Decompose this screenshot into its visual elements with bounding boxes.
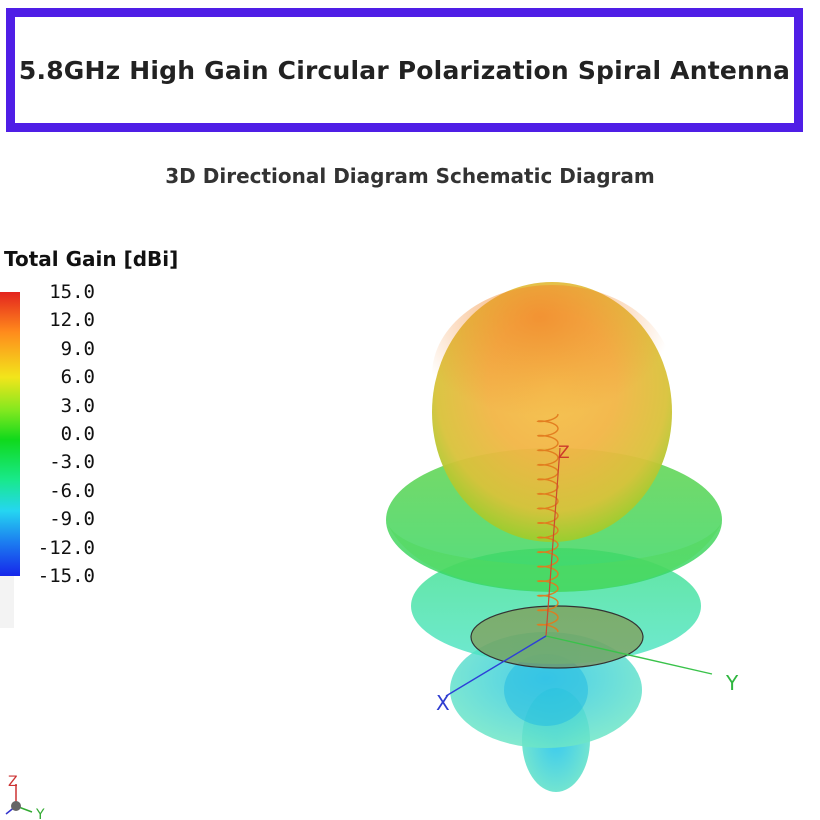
diagram-subtitle: 3D Directional Diagram Schematic Diagram [165, 164, 655, 188]
helix-coil [536, 413, 559, 633]
axis-label-x: X [436, 691, 450, 715]
legend-tick: -3.0 [49, 451, 95, 474]
title-box: 5.8GHz High Gain Circular Polarization S… [6, 8, 803, 132]
axis-label-z: Z [558, 443, 570, 463]
legend-tick: -12.0 [37, 536, 95, 559]
main-lobe-highlight [432, 285, 672, 465]
lower-inner-lobe [504, 654, 588, 726]
color-scale-bar [0, 292, 20, 576]
legend-tick: 6.0 [60, 366, 95, 389]
legend-tick: 12.0 [49, 309, 95, 332]
legend-tick: 15.0 [49, 281, 95, 303]
ring-front-overlay [388, 522, 722, 592]
orientation-triad: Z Y [5, 774, 45, 820]
legend-tick: -6.0 [49, 479, 95, 502]
color-scale-shadow [0, 576, 14, 628]
legend-tick: -9.0 [49, 508, 95, 531]
legend-tick: 0.0 [60, 423, 95, 445]
page-title: 5.8GHz High Gain Circular Polarization S… [18, 55, 791, 85]
legend-title: Total Gain [dBi] [4, 247, 179, 271]
legend-tick: 9.0 [60, 337, 95, 360]
legend-tick: -15.0 [37, 565, 95, 587]
triad-label-z: Z [8, 774, 18, 790]
legend-tick: 3.0 [60, 394, 95, 417]
coordinate-axes: Z Y X [436, 443, 739, 715]
axis-label-y: Y [725, 671, 739, 695]
triad-label-y: Y [35, 807, 45, 820]
